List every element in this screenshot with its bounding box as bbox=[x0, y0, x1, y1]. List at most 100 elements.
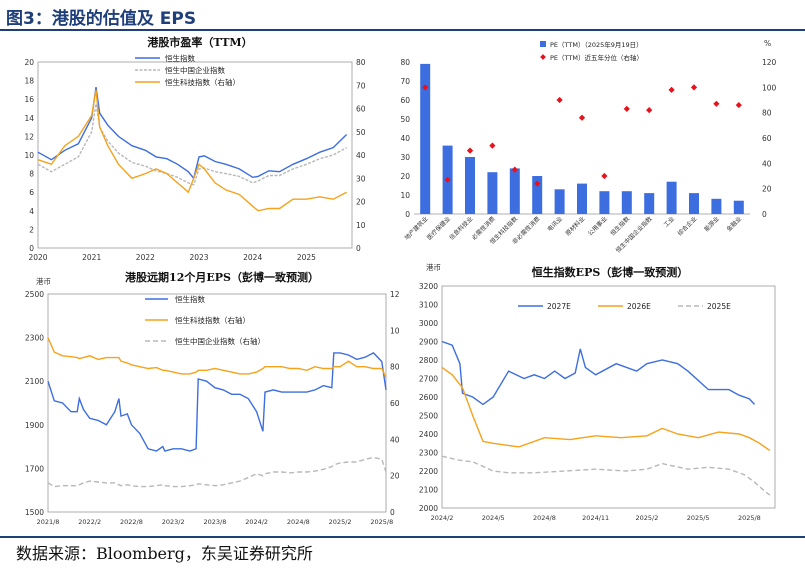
chart2-ytick-right: 40 bbox=[762, 159, 772, 168]
chart2-percentile-marker bbox=[713, 100, 720, 107]
chart1-xtick: 2022 bbox=[136, 253, 155, 262]
chart3-ytick-left: 1900 bbox=[25, 421, 44, 430]
chart1-ytick-right: 30 bbox=[356, 174, 366, 183]
chart-hk-pe: 港股市盈率（TTM） 0 2 4 6 8 10 12 14 16 18 20 0 10 20 30 40 50 6… bbox=[24, 35, 366, 262]
chart3-legend-label: 恒生中国企业指数（右轴） bbox=[175, 336, 265, 346]
chart3-xtick: 2021/8 bbox=[37, 518, 60, 526]
chart2-percentile-marker bbox=[646, 107, 653, 114]
chart4-ytick-left: 2400 bbox=[419, 430, 438, 439]
chart2-percentile-marker bbox=[489, 142, 496, 149]
chart1-ytick-right: 10 bbox=[356, 221, 366, 230]
chart3-ytick-left: 1700 bbox=[25, 464, 44, 473]
chart2-bar bbox=[599, 191, 610, 214]
chart1-xtick: 2024 bbox=[243, 253, 262, 262]
chart3-ytick-right: 800 bbox=[390, 363, 400, 372]
chart4-ytick-left: 2700 bbox=[419, 375, 438, 384]
chart2-bar bbox=[711, 198, 722, 214]
chart4-title: 恒生指数EPS（彭博一致预测） bbox=[532, 265, 689, 279]
chart2-percentile-marker bbox=[556, 96, 563, 104]
chart2-ytick-left: 60 bbox=[400, 96, 410, 105]
chart4-ytick-left: 2800 bbox=[419, 356, 438, 365]
chart3-xtick: 2025/2 bbox=[329, 518, 352, 526]
chart1-title: 港股市盈率（TTM） bbox=[147, 35, 252, 49]
chart1-series-line bbox=[37, 89, 347, 212]
chart2-percentile-marker bbox=[623, 105, 630, 112]
chart1-series-line bbox=[37, 87, 348, 180]
chart4-ytick-left: 2000 bbox=[419, 504, 438, 513]
chart4-xtick: 2024/11 bbox=[582, 514, 609, 522]
chart3-ytick-right: 400 bbox=[390, 435, 400, 444]
chart3-xtick: 2024/2 bbox=[245, 518, 268, 526]
chart2-bar bbox=[577, 183, 587, 214]
source-note: 数据来源：Bloomberg，东吴证券研究所 bbox=[16, 544, 313, 563]
chart2-percentile-marker bbox=[511, 166, 518, 173]
chart1-ytick-left: 20 bbox=[24, 58, 34, 67]
chart4-ytick-left: 2100 bbox=[419, 486, 438, 495]
chart2-ytick-right: 120 bbox=[762, 58, 777, 67]
chart1-legend-label: 恒生指数 bbox=[165, 53, 195, 63]
chart4-series-line bbox=[441, 455, 771, 496]
chart2-xtick: 电讯业 bbox=[546, 215, 564, 233]
chart1-legend-label: 恒生科技指数（右轴） bbox=[165, 77, 240, 87]
chart4-ytick-left: 2900 bbox=[419, 338, 438, 347]
chart2-percentile-marker bbox=[466, 147, 474, 154]
chart4-ytick-left: 2300 bbox=[419, 449, 438, 458]
chart2-ytick-left: 10 bbox=[400, 191, 410, 200]
chart1-ytick-right: 20 bbox=[356, 198, 366, 207]
chart2-xtick: 综合企业 bbox=[676, 215, 699, 238]
chart2-percentile-marker bbox=[601, 172, 608, 180]
chart2-legend-swatch bbox=[540, 41, 546, 47]
chart3-ytick-left: 2500 bbox=[25, 290, 44, 299]
chart4-legend-label: 2026E bbox=[627, 302, 651, 311]
chart-forward-eps: 港股远期12个月EPS（彭博一致预测） 港币 1500 1700 1900 2100 2… bbox=[25, 270, 400, 526]
chart3-title: 港股远期12个月EPS（彭博一致预测） bbox=[125, 270, 319, 284]
chart-hsi-eps: 恒生指数EPS（彭博一致预测） 港币 2000 2100 2200 2300 2400 2… bbox=[419, 262, 776, 522]
chart2-ytick-left: 0 bbox=[405, 210, 410, 219]
chart2-legend-label: PE（TTM）（2025年9月19日） bbox=[550, 40, 643, 49]
chart2-legend-label: PE（TTM）近五年分位（右轴） bbox=[550, 53, 643, 62]
chart3-xtick: 2023/2 bbox=[162, 518, 185, 526]
chart1-ytick-right: 70 bbox=[356, 81, 366, 90]
chart3-ytick-right: 600 bbox=[390, 399, 400, 408]
chart2-bar bbox=[420, 63, 431, 215]
chart4-unit: 港币 bbox=[426, 262, 441, 272]
chart1-ytick-left: 2 bbox=[29, 225, 34, 234]
chart3-xtick: 2024/8 bbox=[287, 518, 310, 526]
chart4-plot-frame bbox=[441, 285, 776, 509]
chart2-xtick: 公用事业 bbox=[586, 215, 609, 238]
chart2-ytick-left: 80 bbox=[400, 58, 410, 67]
chart4-legend-label: 2025E bbox=[707, 302, 731, 311]
chart1-ytick-left: 16 bbox=[24, 95, 34, 104]
chart2-xtick: 能源业 bbox=[702, 215, 720, 233]
chart4-ytick-left: 3000 bbox=[419, 319, 438, 328]
chart3-ytick-left: 2300 bbox=[25, 334, 44, 343]
chart3-ytick-right: 0 bbox=[390, 508, 395, 517]
chart4-ytick-left: 2200 bbox=[419, 467, 438, 476]
chart2-xtick: 恒生指数 bbox=[609, 215, 632, 238]
chart3-xtick: 2022/8 bbox=[120, 518, 143, 526]
chart3-xtick: 2025/8 bbox=[370, 518, 393, 526]
chart4-xtick: 2025/5 bbox=[687, 514, 710, 522]
chart2-bar bbox=[487, 172, 498, 214]
chart3-series-line bbox=[47, 337, 387, 378]
chart4-xtick: 2024/8 bbox=[533, 514, 556, 522]
chart2-xtick: 工业 bbox=[662, 215, 676, 229]
chart2-bar bbox=[509, 168, 520, 214]
chart1-ytick-left: 8 bbox=[29, 170, 34, 179]
chart1-ytick-left: 12 bbox=[24, 132, 34, 141]
chart2-bar bbox=[644, 193, 655, 214]
chart-sector-pe: 01020304050607080020406080100120%地产建筑业医疗… bbox=[400, 39, 777, 254]
chart1-series-line bbox=[37, 103, 347, 186]
chart4-series-line bbox=[441, 340, 756, 406]
chart3-legend-label: 恒生指数 bbox=[175, 294, 205, 304]
chart1-ytick-left: 10 bbox=[24, 151, 34, 160]
chart2-bar bbox=[666, 181, 677, 214]
chart2-ytick-right: 0 bbox=[762, 210, 767, 219]
chart4-xtick: 2025/2 bbox=[635, 514, 658, 522]
figure-title: 图3：港股的估值及 EPS bbox=[6, 9, 197, 29]
chart3-ytick-left: 1500 bbox=[25, 508, 44, 517]
chart2-ytick-left: 40 bbox=[400, 134, 410, 143]
footer-rule bbox=[0, 536, 805, 538]
chart1-xtick: 2020 bbox=[28, 253, 47, 262]
chart3-ytick-right: 1200 bbox=[390, 290, 400, 299]
